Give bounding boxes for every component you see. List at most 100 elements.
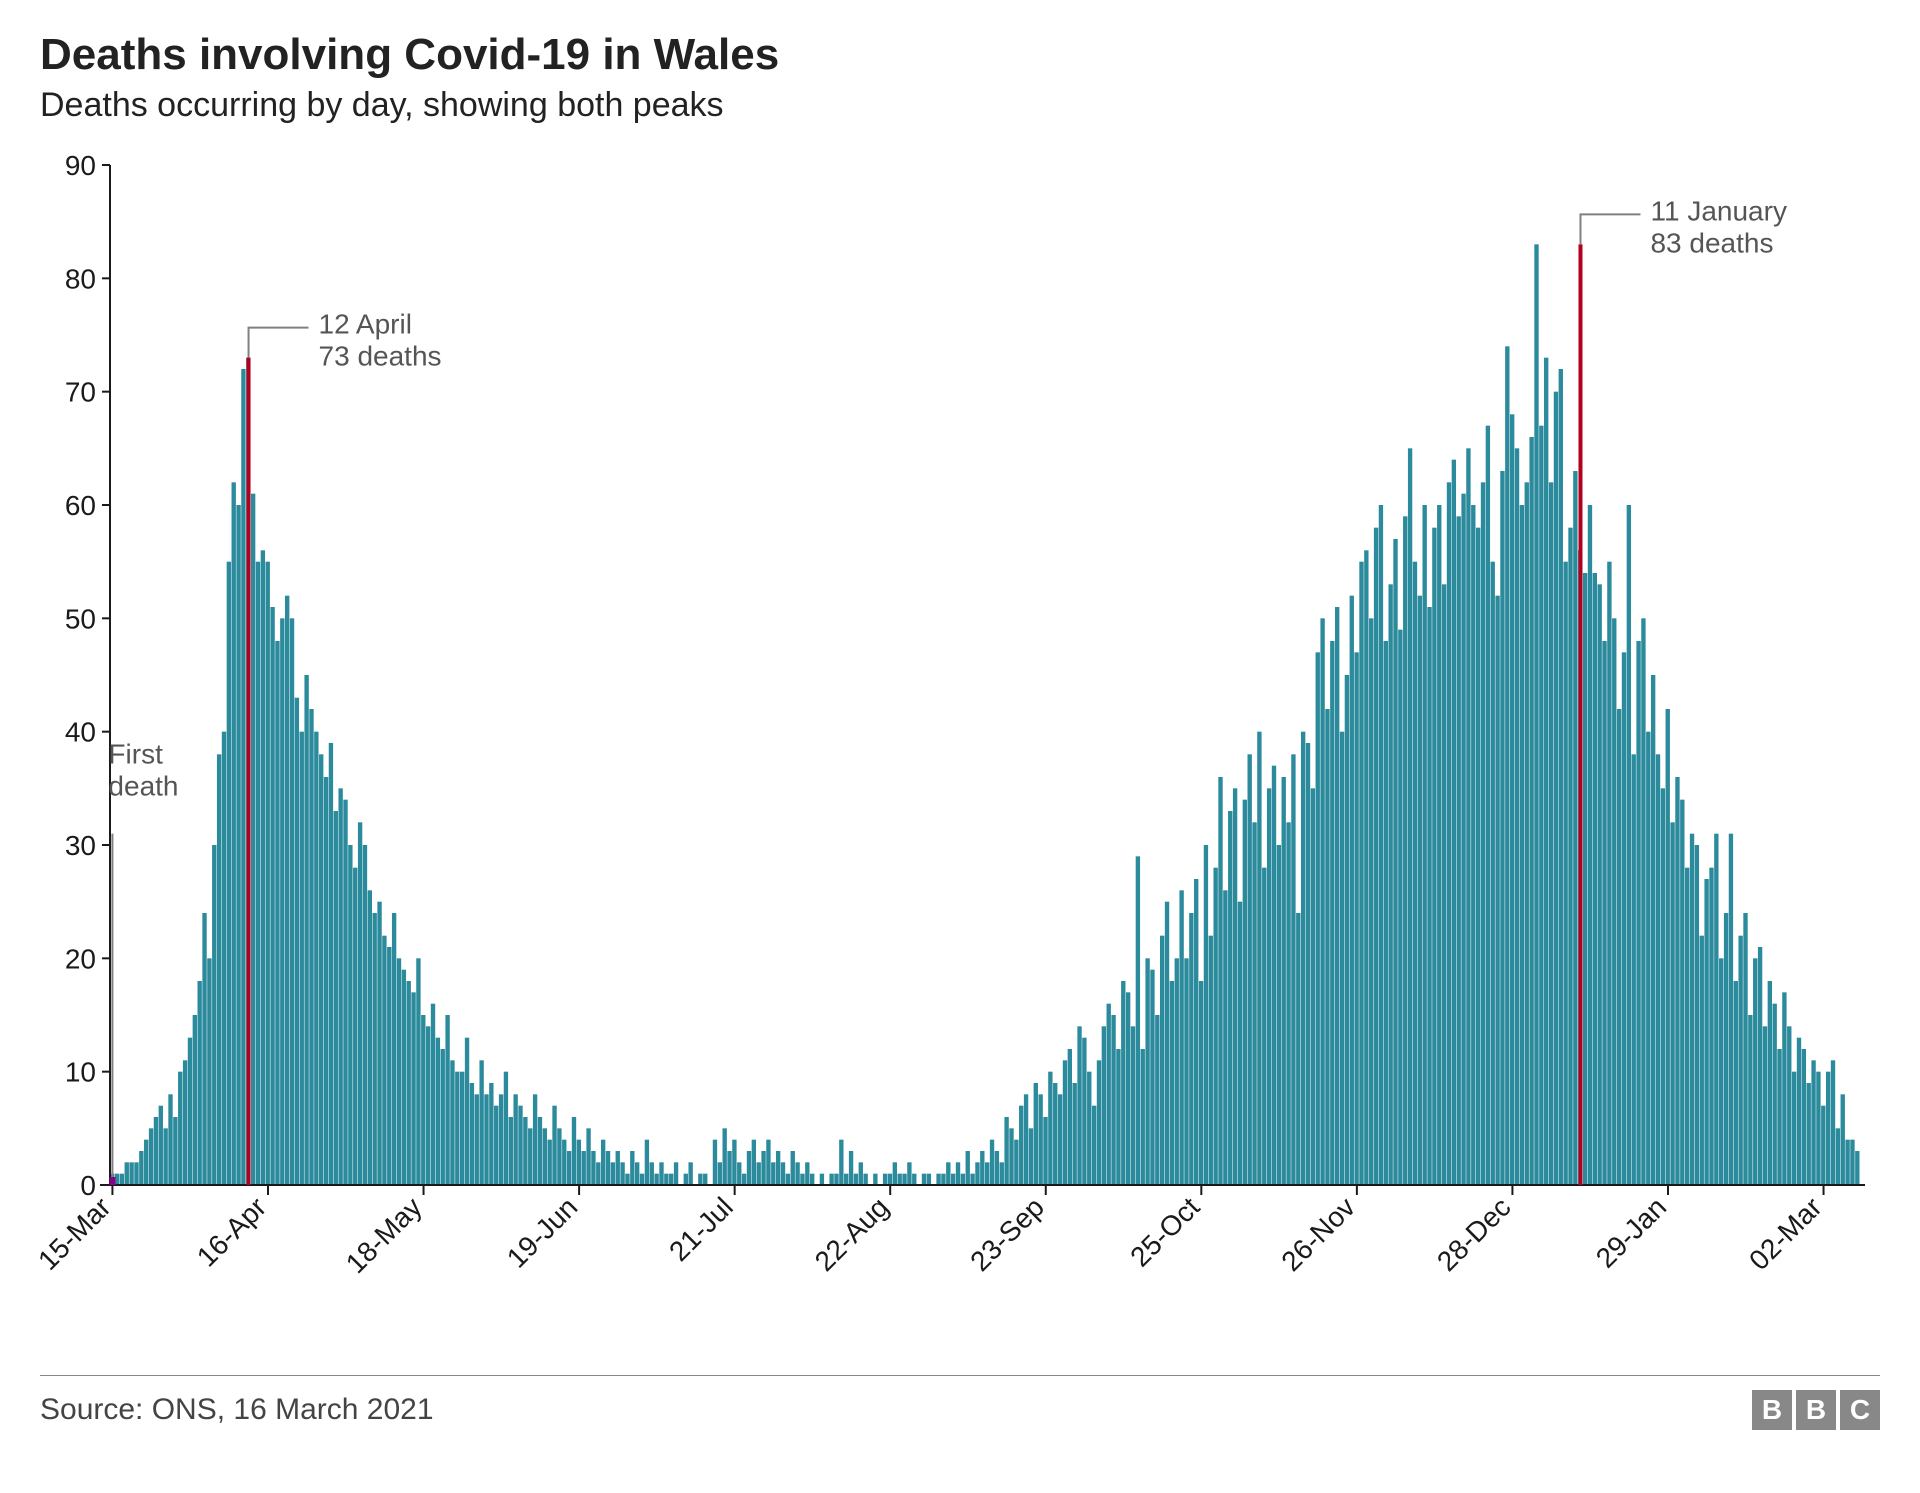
bar	[1729, 834, 1733, 1185]
bar	[1199, 981, 1203, 1185]
bar	[1534, 244, 1538, 1185]
bar	[596, 1162, 600, 1185]
bar	[606, 1151, 610, 1185]
annotation-label: 73 deaths	[319, 341, 442, 372]
bar	[1617, 709, 1621, 1185]
x-tick-label: 18-May	[340, 1191, 428, 1279]
bar	[319, 754, 323, 1185]
bar	[343, 800, 347, 1185]
bar	[1393, 539, 1397, 1185]
bar	[1573, 471, 1577, 1185]
bar	[1666, 709, 1670, 1185]
bar	[1777, 1049, 1781, 1185]
bar	[455, 1072, 459, 1185]
bar	[1058, 1094, 1062, 1185]
bar	[723, 1128, 727, 1185]
bar	[436, 1038, 440, 1185]
bar	[178, 1072, 182, 1185]
bar	[1457, 516, 1461, 1185]
bar	[518, 1106, 522, 1185]
x-tick-label: 22-Aug	[809, 1191, 895, 1277]
bar	[1632, 754, 1636, 1185]
bar	[1102, 1026, 1106, 1185]
bar	[562, 1140, 566, 1185]
bar	[849, 1151, 853, 1185]
bar	[1588, 505, 1592, 1185]
bar	[645, 1140, 649, 1185]
bar	[1481, 482, 1485, 1185]
x-tick-label: 02-Mar	[1743, 1191, 1828, 1276]
bar	[582, 1151, 586, 1185]
bar	[1816, 1072, 1820, 1185]
bar	[1340, 732, 1344, 1185]
y-tick-label: 10	[65, 1057, 96, 1088]
bar	[1316, 652, 1320, 1185]
bar	[460, 1072, 464, 1185]
bar	[635, 1162, 639, 1185]
bar	[445, 1015, 449, 1185]
bar	[664, 1174, 668, 1185]
bar	[990, 1140, 994, 1185]
bar	[1345, 675, 1349, 1185]
bar	[1029, 1128, 1033, 1185]
x-tick-label: 16-Apr	[191, 1191, 272, 1272]
bar	[1656, 754, 1660, 1185]
bar	[411, 992, 415, 1185]
bar	[363, 845, 367, 1185]
bar	[1466, 448, 1470, 1185]
bar	[893, 1162, 897, 1185]
bar	[188, 1038, 192, 1185]
bar	[688, 1162, 692, 1185]
bar	[577, 1140, 581, 1185]
bar	[834, 1174, 838, 1185]
bar	[1141, 1049, 1145, 1185]
bar	[1471, 505, 1475, 1185]
bar	[1068, 1049, 1072, 1185]
bar	[1408, 448, 1412, 1185]
bar	[727, 1151, 731, 1185]
bar	[946, 1162, 950, 1185]
x-tick-label: 15-Mar	[40, 1191, 117, 1276]
bar	[300, 732, 304, 1185]
bar	[966, 1151, 970, 1185]
bar	[1447, 482, 1451, 1185]
bar	[402, 970, 406, 1185]
bar	[1841, 1094, 1845, 1185]
bar	[1491, 562, 1495, 1185]
bar	[771, 1162, 775, 1185]
bar	[159, 1106, 163, 1185]
bar	[1495, 596, 1499, 1185]
bar	[761, 1151, 765, 1185]
bar	[1223, 890, 1227, 1185]
bar	[1753, 958, 1757, 1185]
annotation-label: First	[108, 739, 163, 770]
bar	[1038, 1094, 1042, 1185]
chart-subtitle: Deaths occurring by day, showing both pe…	[40, 86, 1880, 125]
bar	[1675, 777, 1679, 1185]
bar	[324, 777, 328, 1185]
bar	[1539, 426, 1543, 1185]
chart-area: 010203040506070809015-Mar16-Apr18-May19-…	[40, 155, 1880, 1355]
bar	[314, 732, 318, 1185]
bar	[1350, 596, 1354, 1185]
bar	[144, 1140, 148, 1185]
bar	[586, 1128, 590, 1185]
bar	[392, 913, 396, 1185]
annotation-label: 83 deaths	[1650, 227, 1773, 258]
bar	[747, 1151, 751, 1185]
bar	[548, 1140, 552, 1185]
bar	[338, 788, 342, 1185]
bar	[377, 902, 381, 1185]
bar	[198, 981, 202, 1185]
bar	[907, 1162, 911, 1185]
bar	[1092, 1106, 1096, 1185]
bar	[450, 1060, 454, 1185]
bar	[1719, 958, 1723, 1185]
bar	[1379, 505, 1383, 1185]
bar	[674, 1162, 678, 1185]
bar	[1709, 868, 1713, 1185]
bar	[125, 1162, 129, 1185]
bar	[1048, 1072, 1052, 1185]
bar	[572, 1117, 576, 1185]
bar	[1388, 584, 1392, 1185]
